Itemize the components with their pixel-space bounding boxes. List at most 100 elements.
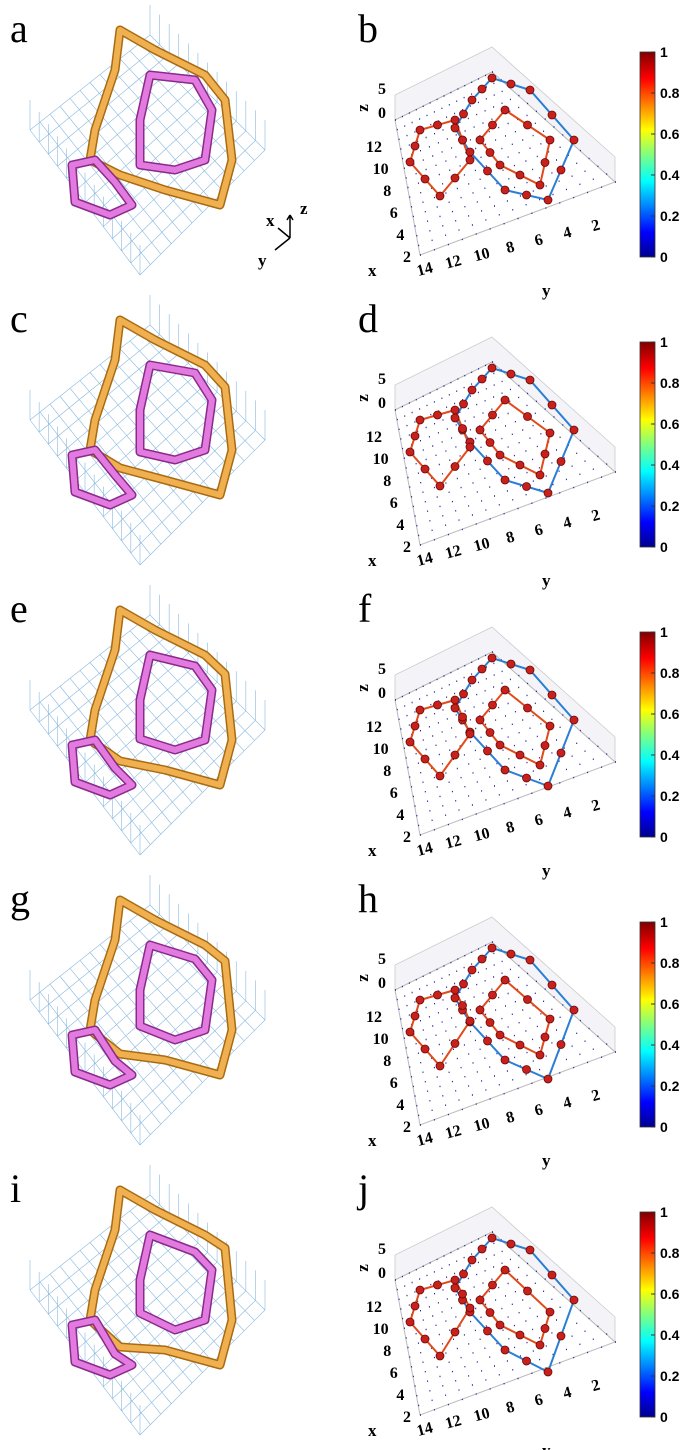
node — [500, 475, 510, 485]
node — [483, 456, 492, 466]
node — [410, 431, 420, 441]
node — [506, 659, 516, 669]
node — [545, 135, 555, 145]
node — [450, 1039, 460, 1048]
node — [405, 157, 415, 167]
node — [535, 180, 545, 190]
node — [569, 1005, 579, 1015]
node — [525, 1245, 535, 1255]
colorbar-tick-label: 1 — [660, 914, 668, 930]
node — [458, 712, 467, 722]
y-tick-label: 14 — [415, 1419, 435, 1440]
magenta-tube — [69, 447, 135, 508]
panel-label: h — [358, 876, 378, 921]
node — [450, 462, 460, 471]
node — [410, 1011, 420, 1021]
colorbar-tick-label: 0.8 — [660, 375, 680, 391]
node — [545, 1307, 555, 1317]
node — [547, 690, 557, 700]
y-tick-label: 6 — [533, 1101, 545, 1119]
panel-label: e — [10, 586, 28, 631]
y-tick-label: 12 — [443, 1122, 463, 1143]
colorbar-tick-label: 0.2 — [660, 498, 680, 514]
x-tick-label: 6 — [390, 1075, 398, 1092]
colorbar-tick-label: 0.4 — [660, 167, 680, 183]
x-tick-label: 2 — [403, 249, 411, 266]
node — [465, 442, 475, 452]
node — [522, 190, 531, 200]
node — [415, 995, 425, 1005]
colorbar-tick-label: 0.4 — [660, 1327, 680, 1343]
node — [500, 395, 510, 405]
node — [420, 1044, 430, 1054]
colorbar-tick-label: 0.6 — [660, 996, 680, 1012]
node — [543, 195, 553, 205]
node — [465, 147, 475, 157]
orange-tube — [87, 1187, 235, 1368]
back-wall — [394, 336, 616, 473]
magenta-tube-outline — [135, 650, 217, 755]
node — [420, 174, 430, 184]
y-tick-label: 12 — [443, 542, 463, 563]
axis-title: z — [353, 394, 372, 402]
y-tick-label: 12 — [443, 1412, 463, 1433]
node — [435, 1061, 445, 1071]
x-tick-label: 10 — [373, 451, 389, 468]
colorbar-tick-label: 0.2 — [660, 1078, 680, 1094]
node — [459, 979, 468, 989]
node — [475, 1005, 485, 1015]
node — [500, 975, 510, 985]
node — [467, 95, 477, 105]
x-tick-label: 12 — [366, 719, 382, 736]
magenta-tube-outline — [135, 940, 217, 1045]
node — [465, 1303, 475, 1313]
node — [420, 1334, 430, 1344]
node — [435, 191, 445, 201]
axis-title: z — [353, 104, 372, 112]
node — [500, 1265, 510, 1275]
node — [450, 1327, 460, 1337]
node — [545, 428, 555, 438]
magenta-tube — [137, 72, 215, 173]
y-tick-label: 8 — [504, 819, 516, 837]
axis-title: y — [542, 571, 551, 590]
node — [543, 1367, 553, 1377]
z-tick-label: 0 — [378, 1265, 386, 1282]
y-tick-label: 4 — [561, 514, 573, 532]
y-tick-label: 10 — [472, 245, 492, 266]
colorbar-tick-label: 0.4 — [660, 457, 680, 473]
colorbar-tick-label: 0 — [660, 249, 668, 265]
node — [483, 1036, 492, 1046]
node — [465, 1016, 475, 1026]
node — [523, 120, 532, 130]
node — [569, 135, 579, 145]
y-tick-label: 10 — [472, 1115, 492, 1136]
z-tick-label: 0 — [378, 105, 386, 122]
node — [495, 450, 505, 460]
axis-title: z — [353, 684, 372, 692]
node — [547, 400, 557, 410]
node — [485, 438, 495, 447]
triad-arrows — [274, 214, 294, 251]
node — [435, 771, 445, 781]
triad-label: y — [258, 251, 267, 270]
orange-tube — [87, 607, 235, 788]
node — [535, 1340, 545, 1350]
x-tick-label: 6 — [390, 205, 398, 222]
node — [405, 1027, 415, 1037]
node — [450, 123, 460, 133]
node — [450, 993, 460, 1003]
node — [415, 415, 425, 425]
node — [556, 457, 566, 466]
x-tick-label: 12 — [366, 139, 382, 156]
node — [420, 464, 430, 474]
back-wall — [394, 1206, 616, 1343]
node — [569, 715, 579, 725]
node — [515, 1330, 525, 1340]
node — [500, 1345, 510, 1355]
node — [488, 1280, 497, 1290]
node — [410, 721, 420, 731]
colorbar-tick-label: 0.2 — [660, 1368, 680, 1384]
colorbar-tick-label: 0 — [660, 1119, 668, 1135]
